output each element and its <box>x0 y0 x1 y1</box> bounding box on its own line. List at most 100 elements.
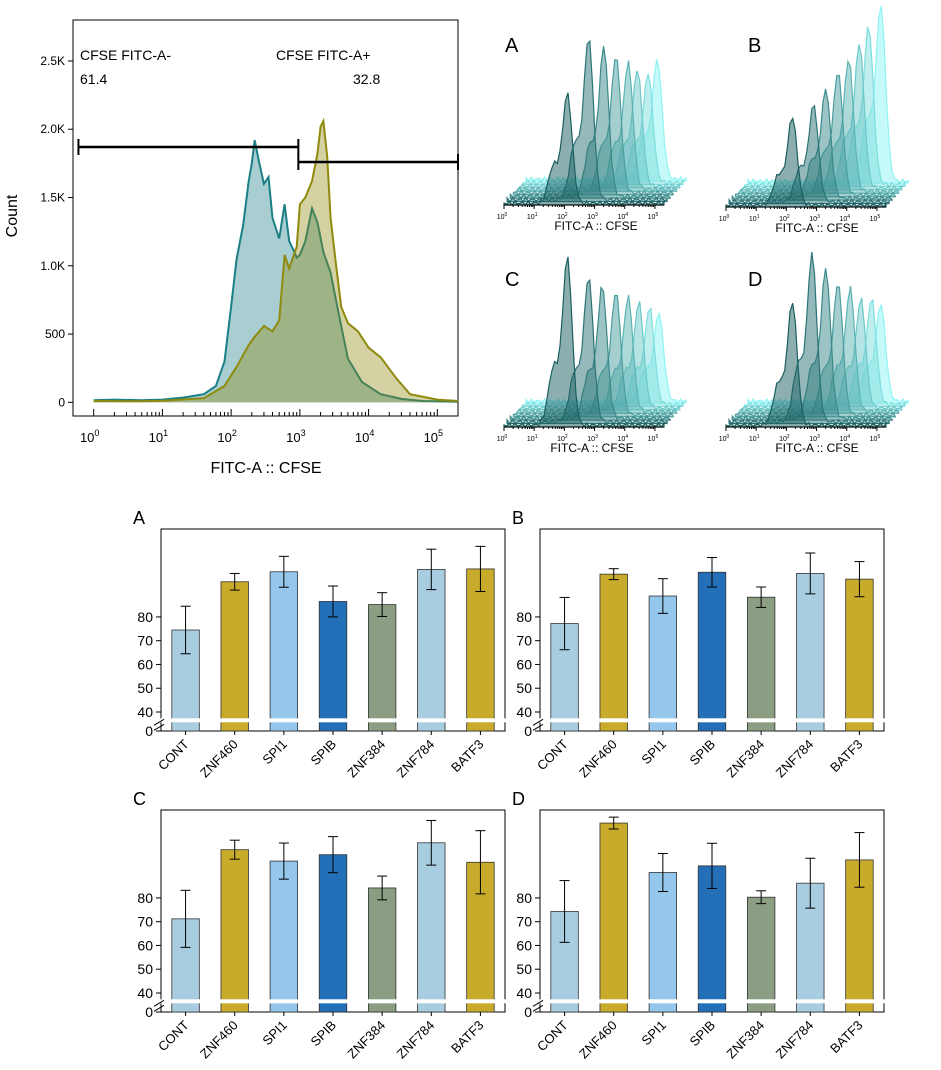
bar-B-label: B <box>512 508 524 528</box>
bar-y-tick-label: 40 <box>137 704 153 720</box>
bar-y-tick-label: 70 <box>516 914 532 930</box>
bar-x-tick-label: ZNF784 <box>773 737 817 781</box>
hist-x-tick-label: 101 <box>149 428 168 445</box>
bar-SPI1 <box>269 571 299 732</box>
bar-D-label: D <box>512 789 525 809</box>
axis-break-band <box>538 999 886 1004</box>
hist-x-tick-exponent: 4 <box>369 428 374 438</box>
hist-gate-neg-label: CFSE FITC-A- <box>80 47 171 63</box>
ridge-B-xlabel: FITC-A :: CFSE <box>775 221 858 235</box>
bar-C-label: C <box>133 789 146 809</box>
ridge-x-tick-label: 105 <box>870 434 881 443</box>
bar-x-tick-label: ZNF460 <box>197 1018 241 1062</box>
bar-y-tick-label: 80 <box>137 609 153 625</box>
bar-ZNF460 <box>599 573 628 732</box>
bar-ZNF384 <box>367 604 397 732</box>
bar-y-tick-label: 40 <box>516 704 532 720</box>
ridge-panel-B: B FITC-A :: CFSE 100 101 102 103 104 105 <box>719 5 909 235</box>
hist-y-tick-label: 500 <box>45 327 65 341</box>
bar-panel-A: A CONT ZNF460 SPI1 SPIB ZNF384 ZNF784 BATF3 0 40… <box>133 508 507 780</box>
bar-panel-D: D CONT ZNF460 SPI1 SPIB ZNF384 ZNF784 BATF3 0 40… <box>512 789 886 1061</box>
hist-y-tick-label: 1.5K <box>40 191 65 205</box>
bar-ZNF460 <box>220 581 249 732</box>
axis-break-mark <box>532 999 544 1007</box>
ridge-B-label: B <box>748 35 761 57</box>
bar-x-tick-label: BATF3 <box>448 737 487 776</box>
histogram-panel: CFSE FITC-A- 61.4 CFSE FITC-A+ 32.8 Coun… <box>4 19 459 477</box>
hist-y-label: Count <box>4 194 21 237</box>
ridge-x-tick-label: 103 <box>809 214 820 223</box>
bar-x-tick-label: ZNF460 <box>197 737 241 781</box>
ridge-x-tick-label: 101 <box>749 214 760 223</box>
bar-A-label: A <box>133 508 145 528</box>
hist-y-tick-label: 0 <box>58 395 65 409</box>
ridge-x-tick-label: 101 <box>749 434 760 443</box>
hist-frame <box>72 19 459 417</box>
hist-gate-pos-value: 32.8 <box>353 71 380 87</box>
ridge-A-label: A <box>505 35 519 57</box>
ridge-x-tick-exponent: 5 <box>877 214 880 220</box>
ridge-x-tick-label: 102 <box>779 434 790 443</box>
ridge-x-tick-label: 105 <box>870 214 881 223</box>
bar-x-tick-label: SPIB <box>308 1018 340 1050</box>
bar-x-tick-label: BATF3 <box>827 1018 866 1057</box>
bar-ZNF460 <box>599 822 628 1013</box>
bar-x-tick-label: CONT <box>155 736 192 773</box>
hist-area-olive <box>93 121 458 403</box>
axis-break-mark <box>153 1004 165 1012</box>
ridge-C-xlabel: FITC-A :: CFSE <box>550 441 633 455</box>
bar-y-tick-label: 70 <box>137 914 153 930</box>
bar-x-tick-label: SPI1 <box>259 737 290 768</box>
bar-y-tick-label: 0 <box>145 723 153 739</box>
bar-x-tick-label: BATF3 <box>448 1018 487 1057</box>
ridge-x-tick-label: 103 <box>587 434 598 443</box>
bar-y-tick-label: 40 <box>516 985 532 1001</box>
ridge-x-tick-label: 102 <box>557 434 568 443</box>
hist-x-tick-label: 105 <box>424 428 443 445</box>
ridge-x-tick-exponent: 5 <box>877 434 880 440</box>
ridge-x-tick-label: 100 <box>497 434 508 443</box>
bar-ZNF384 <box>746 896 776 1013</box>
ridge-x-tick-label: 105 <box>648 212 659 221</box>
axis-break-mark <box>532 718 544 726</box>
bar-SPIB <box>318 601 348 732</box>
ridge-x-tick-exponent: 1 <box>757 214 760 220</box>
bar-x-tick-label: ZNF384 <box>723 1018 767 1062</box>
ridge-curve <box>725 116 887 209</box>
bar-x-tick-label: ZNF784 <box>394 737 438 781</box>
bar-SPI1 <box>648 872 678 1013</box>
ridge-x-tick-exponent: 0 <box>727 434 730 440</box>
bar-y-tick-label: 70 <box>516 633 532 649</box>
hist-x-tick-label: 102 <box>217 428 236 445</box>
bar-y-tick-label: 80 <box>137 890 153 906</box>
bar-x-tick-label: BATF3 <box>827 737 866 776</box>
bar-y-tick-label: 0 <box>524 723 532 739</box>
hist-x-tick-exponent: 0 <box>94 428 99 438</box>
hist-x-tick-label: 103 <box>286 428 305 445</box>
bar-x-tick-label: ZNF384 <box>344 737 388 781</box>
axis-break-mark <box>153 723 165 731</box>
ridge-curve <box>506 39 668 203</box>
ridge-x-tick-exponent: 3 <box>817 434 820 440</box>
ridge-x-tick-label: 103 <box>809 434 820 443</box>
ridge-x-tick-label: 100 <box>497 212 508 221</box>
ridge-curve <box>506 278 668 425</box>
bar-x-tick-label: ZNF384 <box>723 737 767 781</box>
bar-y-tick-label: 40 <box>137 985 153 1001</box>
axis-break-band <box>159 718 507 723</box>
ridge-x-tick-exponent: 2 <box>565 212 568 218</box>
bar-y-tick-label: 50 <box>516 961 532 977</box>
ridge-A-xlabel: FITC-A :: CFSE <box>554 219 637 233</box>
bar-y-tick-label: 60 <box>516 937 532 953</box>
hist-y-tick-label: 2.0K <box>40 122 65 136</box>
ridge-D-xlabel: FITC-A :: CFSE <box>775 441 858 455</box>
bar-y-tick-label: 60 <box>516 656 532 672</box>
ridge-curve <box>503 256 665 429</box>
bar-ZNF384 <box>746 596 776 732</box>
bar-ZNF460 <box>220 849 249 1013</box>
ridge-x-tick-exponent: 1 <box>757 434 760 440</box>
ridge-panel-A: A FITC-A :: CFSE 100 101 102 103 104 105 <box>497 35 687 233</box>
ridge-x-tick-exponent: 1 <box>535 212 538 218</box>
ridge-x-tick-label: 103 <box>587 212 598 221</box>
ridge-x-tick-exponent: 5 <box>655 434 658 440</box>
